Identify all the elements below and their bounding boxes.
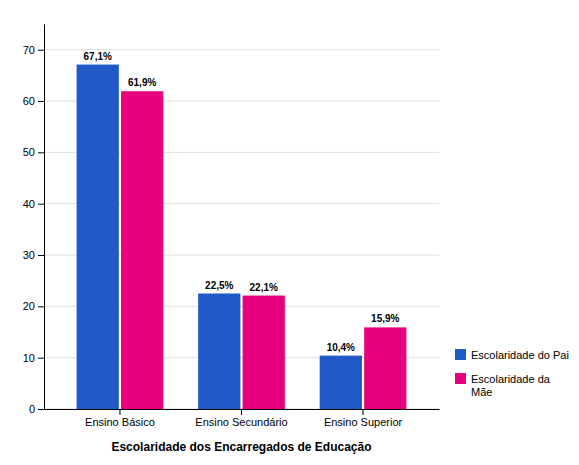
data-labels: 67,1% 22,5% 10,4% 61,9% 22,1% 15,9%	[84, 51, 400, 353]
y-axis: 0 10 20 30 40 50 60 70	[23, 25, 45, 416]
bars	[77, 65, 407, 409]
y-tick: 10	[23, 352, 44, 364]
x-tick-label: Ensino Básico	[85, 416, 155, 428]
y-tick-label: 20	[23, 300, 35, 312]
y-tick: 40	[23, 198, 44, 210]
data-label: 67,1%	[84, 51, 112, 62]
bar	[364, 327, 406, 409]
y-tick-mark	[38, 255, 44, 256]
y-tick-label: 0	[29, 403, 35, 415]
y-tick: 50	[23, 146, 44, 158]
y-tick-label: 70	[23, 44, 35, 56]
legend-label: Escolaridade do Pai	[471, 349, 569, 361]
bar	[320, 356, 362, 409]
y-tick-mark	[38, 204, 44, 205]
data-label: 15,9%	[371, 313, 399, 324]
y-tick-mark	[38, 409, 44, 410]
bar	[198, 294, 240, 410]
data-label: 61,9%	[128, 77, 156, 88]
bar	[121, 91, 163, 409]
x-tick-mark	[363, 409, 364, 415]
legend-swatch	[455, 349, 466, 360]
x-tick-label: Ensino Secundário	[195, 416, 287, 428]
y-tick-mark	[38, 306, 44, 307]
legend-label: Escolaridade daMãe	[471, 373, 551, 398]
legend-item: Escolaridade daMãe	[455, 373, 551, 398]
y-tick: 60	[23, 95, 44, 107]
x-tick-label: Ensino Superior	[324, 416, 403, 428]
grid	[44, 50, 439, 409]
x-tick: Ensino Básico	[85, 409, 155, 428]
x-tick-mark	[119, 409, 120, 415]
bar	[243, 296, 285, 409]
x-tick: Ensino Secundário	[195, 409, 287, 428]
y-tick: 30	[23, 249, 44, 261]
x-axis-title: Escolaridade dos Encarregados de Educaçã…	[111, 440, 371, 454]
y-tick-mark	[38, 101, 44, 102]
data-label: 22,5%	[205, 280, 233, 291]
legend-swatch	[455, 373, 466, 384]
y-tick-label: 10	[23, 352, 35, 364]
legend: Escolaridade do Pai Escolaridade daMãe	[455, 349, 569, 398]
data-label: 22,1%	[250, 282, 278, 293]
y-tick-mark	[38, 152, 44, 153]
y-tick-label: 30	[23, 249, 35, 261]
plot: 0 10 20 30 40 50 60 70 Ensino Básico Ensino Secun…	[23, 25, 440, 428]
chart: 0 10 20 30 40 50 60 70 Ensino Básico Ensino Secun…	[0, 0, 579, 465]
y-tick: 70	[23, 44, 44, 56]
x-tick: Ensino Superior	[324, 409, 403, 428]
y-tick: 20	[23, 300, 44, 312]
y-tick-mark	[38, 50, 44, 51]
y-tick-label: 50	[23, 146, 35, 158]
y-axis-line	[44, 25, 45, 410]
x-tick-mark	[241, 409, 242, 415]
legend-item: Escolaridade do Pai	[455, 349, 569, 361]
y-tick-label: 40	[23, 198, 35, 210]
y-tick-label: 60	[23, 95, 35, 107]
bar	[77, 65, 119, 409]
y-tick: 0	[29, 403, 44, 415]
data-label: 10,4%	[327, 342, 355, 353]
y-tick-mark	[38, 358, 44, 359]
x-axis: Ensino Básico Ensino Secundário Ensino Sup…	[45, 409, 440, 428]
